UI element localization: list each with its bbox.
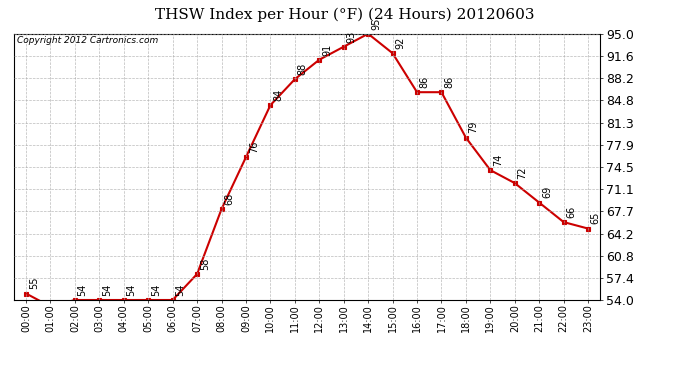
Text: 54: 54	[102, 284, 112, 296]
Text: Copyright 2012 Cartronics.com: Copyright 2012 Cartronics.com	[17, 36, 158, 45]
Text: 54: 54	[175, 284, 186, 296]
Text: 68: 68	[224, 193, 235, 205]
Text: 54: 54	[78, 284, 88, 296]
Text: 54: 54	[126, 284, 137, 296]
Text: 95: 95	[371, 17, 381, 30]
Text: 93: 93	[346, 30, 357, 43]
Text: 58: 58	[200, 258, 210, 270]
Text: 69: 69	[542, 186, 552, 198]
Text: THSW Index per Hour (°F) (24 Hours) 20120603: THSW Index per Hour (°F) (24 Hours) 2012…	[155, 8, 535, 22]
Text: 53: 53	[0, 374, 1, 375]
Text: 86: 86	[444, 76, 454, 88]
Text: 76: 76	[248, 141, 259, 153]
Text: 65: 65	[591, 212, 601, 224]
Text: 86: 86	[420, 76, 430, 88]
Text: 92: 92	[395, 37, 405, 49]
Text: 84: 84	[273, 89, 283, 101]
Text: 66: 66	[566, 206, 576, 218]
Text: 55: 55	[29, 277, 39, 290]
Text: 54: 54	[151, 284, 161, 296]
Text: 72: 72	[518, 166, 528, 179]
Text: 74: 74	[493, 154, 503, 166]
Text: 91: 91	[322, 43, 332, 55]
Text: 79: 79	[469, 121, 479, 134]
Text: 88: 88	[297, 63, 308, 75]
